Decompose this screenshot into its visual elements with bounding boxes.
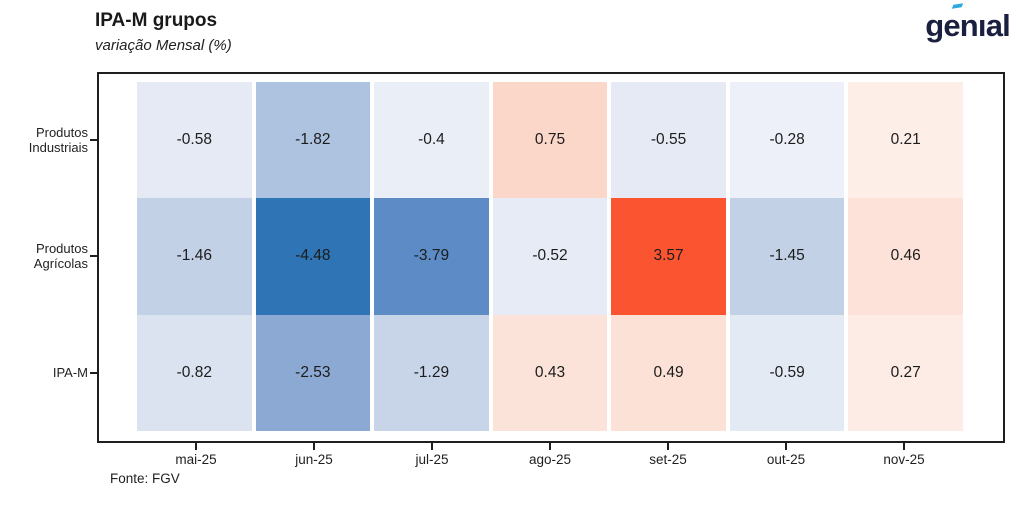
heatmap-cell: 0.21 xyxy=(848,82,963,199)
y-axis-labels: Produtos Industriais Produtos Agrícolas IPA-… xyxy=(0,82,90,431)
genial-logo: ge nıal xyxy=(925,3,1011,43)
y-tick-label: Produtos Industriais xyxy=(28,124,88,156)
axis-tick xyxy=(313,443,315,450)
axis-tick xyxy=(549,443,551,450)
heatmap-cell: -1.45 xyxy=(729,198,845,315)
x-tick-label: set-25 xyxy=(649,452,687,467)
y-axis-ticks xyxy=(90,82,97,431)
axis-tick xyxy=(90,139,97,142)
heatmap-cell: -2.53 xyxy=(255,314,371,431)
page-title: IPA-M grupos xyxy=(95,10,218,31)
axis-tick xyxy=(667,443,669,450)
y-tick-label: Produtos Agrícolas xyxy=(33,240,88,272)
heatmap-cell: 0.75 xyxy=(492,82,608,199)
heatmap-cell: -0.58 xyxy=(137,82,252,199)
logo-letters: nıal xyxy=(959,8,1011,43)
axis-tick xyxy=(785,443,787,450)
axis-tick xyxy=(903,443,905,450)
axis-tick xyxy=(431,443,433,450)
x-tick-label: ago-25 xyxy=(528,452,572,467)
heatmap-cell: -0.28 xyxy=(729,82,845,199)
heatmap-cell: -1.82 xyxy=(255,82,371,199)
logo-letter: g xyxy=(925,8,944,43)
heatmap-cell: -0.55 xyxy=(611,82,726,199)
heatmap-cell: -0.82 xyxy=(137,314,252,431)
x-tick-label: nov-25 xyxy=(883,452,925,467)
heatmap-plot-area: -0.58 -1.82 -0.4 0.75 -0.55 -0.28 0.21 -1.46 -4.… xyxy=(97,72,1005,443)
heatmap-cell: -1.46 xyxy=(137,198,252,315)
x-tick-label: jun-25 xyxy=(295,452,333,467)
heatmap-grid: -0.58 -1.82 -0.4 0.75 -0.55 -0.28 0.21 -1.46 -4.… xyxy=(137,82,963,431)
heatmap-cell: 0.49 xyxy=(611,314,726,431)
heatmap-cell: -0.59 xyxy=(729,314,845,431)
x-axis-ticks xyxy=(137,443,963,450)
x-tick-label: out-25 xyxy=(766,452,806,467)
heatmap-cell: -3.79 xyxy=(374,198,489,315)
axis-tick xyxy=(195,443,197,450)
y-tick-label: IPA-M xyxy=(52,365,88,381)
heatmap-cell: -4.48 xyxy=(255,198,371,315)
heatmap-cell: -0.4 xyxy=(374,82,489,199)
axis-tick xyxy=(90,255,97,258)
x-axis-labels: mai-25 jun-25 jul-25 ago-25 set-25 out-25 nov-… xyxy=(137,452,963,467)
x-tick-label: jul-25 xyxy=(415,452,449,467)
logo-letter-e: e xyxy=(943,3,963,41)
x-tick-label: mai-25 xyxy=(175,452,217,467)
source-note: Fonte: FGV xyxy=(110,471,180,486)
heatmap-cell: -0.52 xyxy=(492,198,608,315)
chart-subtitle: variação Mensal (%) xyxy=(95,37,232,54)
heatmap-cell: -1.29 xyxy=(374,314,489,431)
axis-tick xyxy=(90,371,97,374)
heatmap-cell: 0.27 xyxy=(848,314,963,431)
heatmap-cell: 0.46 xyxy=(848,198,963,315)
heatmap-cell: 0.43 xyxy=(492,314,608,431)
heatmap-cell: 3.57 xyxy=(611,198,726,315)
